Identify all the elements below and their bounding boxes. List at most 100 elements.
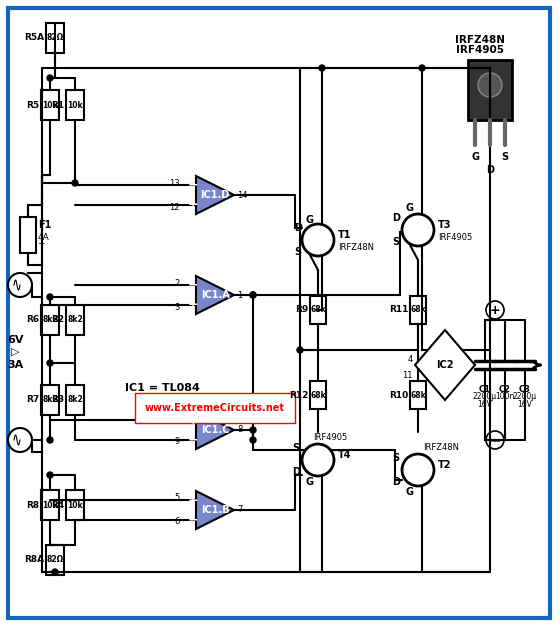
Text: C1: C1	[479, 385, 491, 394]
Text: 13: 13	[169, 179, 180, 187]
FancyBboxPatch shape	[410, 381, 426, 409]
Text: +: +	[188, 493, 198, 507]
Circle shape	[47, 437, 53, 443]
Text: D: D	[392, 477, 400, 487]
Text: F1: F1	[38, 220, 52, 230]
Text: G: G	[306, 477, 314, 487]
Text: R3: R3	[51, 396, 64, 404]
Text: T: T	[38, 243, 43, 251]
Text: −: −	[188, 514, 198, 527]
Circle shape	[250, 292, 256, 298]
Circle shape	[72, 180, 78, 186]
Circle shape	[47, 472, 53, 478]
Text: R6: R6	[26, 315, 39, 325]
Circle shape	[250, 427, 256, 433]
Text: 68k: 68k	[410, 305, 426, 315]
Text: 8k2: 8k2	[67, 396, 83, 404]
Text: 100n: 100n	[495, 392, 515, 401]
Text: 14: 14	[237, 191, 248, 199]
Text: 1: 1	[237, 290, 242, 300]
Text: 2200μ: 2200μ	[513, 392, 537, 401]
Text: 8k2: 8k2	[67, 315, 83, 325]
Polygon shape	[196, 176, 234, 214]
Text: 82Ω: 82Ω	[46, 556, 64, 564]
Circle shape	[302, 444, 334, 476]
Circle shape	[486, 301, 504, 319]
Text: T3: T3	[438, 220, 451, 230]
FancyBboxPatch shape	[410, 296, 426, 324]
Text: 16V: 16V	[478, 400, 492, 409]
Circle shape	[319, 65, 325, 71]
Text: 4: 4	[408, 356, 413, 364]
Text: R8A: R8A	[24, 556, 44, 564]
Text: D: D	[392, 213, 400, 223]
Text: 12: 12	[170, 203, 180, 211]
Text: 7: 7	[237, 505, 242, 515]
Text: 2200μ: 2200μ	[473, 392, 497, 401]
Text: +: +	[188, 298, 198, 312]
Text: 6: 6	[175, 517, 180, 527]
Circle shape	[402, 454, 434, 486]
Text: 10: 10	[170, 413, 180, 423]
Text: R12: R12	[288, 391, 308, 399]
FancyBboxPatch shape	[46, 23, 64, 53]
Text: T4: T4	[338, 450, 352, 460]
Text: 8: 8	[237, 426, 242, 435]
FancyBboxPatch shape	[310, 296, 326, 324]
Text: S: S	[292, 443, 300, 453]
Circle shape	[478, 73, 502, 97]
Text: 2: 2	[175, 278, 180, 288]
Text: IRFZ48N: IRFZ48N	[423, 443, 459, 453]
FancyBboxPatch shape	[310, 381, 326, 409]
Polygon shape	[196, 276, 234, 314]
Text: R9: R9	[295, 305, 308, 315]
Text: G: G	[406, 487, 414, 497]
Circle shape	[47, 360, 53, 366]
Circle shape	[486, 431, 504, 449]
Text: S: S	[393, 237, 400, 247]
Text: 8k2: 8k2	[42, 396, 58, 404]
Text: D: D	[292, 467, 300, 477]
FancyBboxPatch shape	[66, 90, 84, 120]
Text: R2: R2	[51, 315, 64, 325]
Text: 8k2: 8k2	[42, 315, 58, 325]
FancyBboxPatch shape	[41, 90, 59, 120]
Text: 9: 9	[175, 438, 180, 446]
Text: IRF4905: IRF4905	[456, 45, 504, 55]
Text: 16V: 16V	[517, 400, 533, 409]
FancyBboxPatch shape	[41, 385, 59, 415]
Text: 10k: 10k	[67, 100, 83, 110]
Text: R5A: R5A	[24, 33, 44, 43]
Text: +: +	[188, 413, 198, 426]
Polygon shape	[196, 491, 234, 529]
Text: IC1.C: IC1.C	[200, 425, 229, 435]
Text: IRF4905: IRF4905	[438, 233, 472, 243]
Text: 68k: 68k	[410, 391, 426, 399]
Text: 82Ω: 82Ω	[46, 33, 64, 43]
Text: 6V: 6V	[7, 335, 24, 345]
FancyBboxPatch shape	[46, 545, 64, 575]
Text: −: −	[188, 278, 198, 292]
Text: G: G	[306, 215, 314, 225]
Text: R5: R5	[26, 100, 39, 110]
Text: R10: R10	[389, 391, 408, 399]
Text: T2: T2	[438, 460, 451, 470]
Text: S: S	[393, 453, 400, 463]
Circle shape	[419, 65, 425, 71]
Text: IC1 = TL084: IC1 = TL084	[125, 383, 200, 393]
Text: 4A: 4A	[38, 233, 50, 241]
Circle shape	[250, 292, 256, 298]
Text: 68k: 68k	[310, 391, 326, 399]
Text: −: −	[188, 433, 198, 446]
Text: 3: 3	[175, 302, 180, 312]
Text: G: G	[471, 152, 479, 162]
FancyBboxPatch shape	[468, 60, 512, 120]
Text: IRFZ48N: IRFZ48N	[455, 35, 505, 45]
FancyBboxPatch shape	[8, 8, 550, 618]
Text: ▷: ▷	[11, 347, 19, 357]
Text: 3A: 3A	[7, 360, 23, 370]
FancyBboxPatch shape	[41, 490, 59, 520]
Text: +: +	[489, 303, 500, 317]
Text: IC2: IC2	[436, 360, 454, 370]
Text: R11: R11	[389, 305, 408, 315]
